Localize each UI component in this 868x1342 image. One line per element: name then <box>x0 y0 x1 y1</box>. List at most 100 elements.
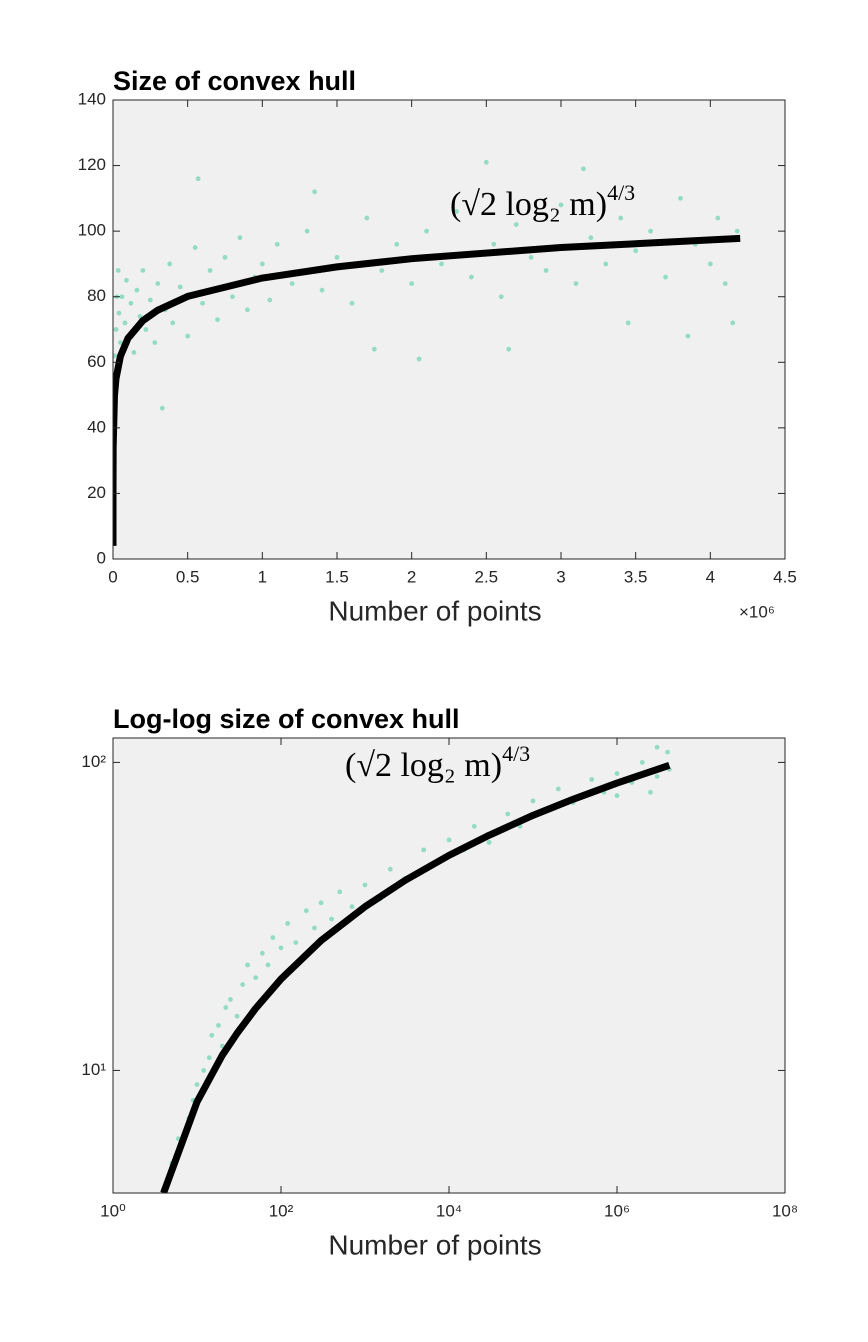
scatter-point <box>416 356 422 362</box>
scatter-point <box>312 189 317 195</box>
scatter-point <box>215 317 220 323</box>
scatter-point <box>223 1005 229 1010</box>
scatter-point <box>319 287 325 293</box>
scatter-point <box>614 771 620 776</box>
scatter-point <box>633 248 639 254</box>
scatter-point <box>555 786 561 792</box>
scatter-point <box>663 274 668 280</box>
scatter-point <box>147 297 153 303</box>
scatter-point <box>228 997 233 1002</box>
scatter-point <box>334 254 340 260</box>
plot-marks <box>113 159 741 546</box>
scatter-point <box>730 320 736 326</box>
scatter-point <box>588 235 594 241</box>
scatter-point <box>625 320 631 326</box>
y-tick-label: 40 <box>87 417 106 436</box>
chart-title: Size of convex hull <box>113 66 356 96</box>
scatter-point <box>648 789 653 795</box>
scatter-point <box>207 268 213 273</box>
scatter-point <box>274 241 280 247</box>
annotation-text: (√2 log₂ m) <box>450 186 607 223</box>
y-tick-label: 0 <box>97 548 106 567</box>
scatter-point <box>486 839 492 845</box>
scatter-point <box>170 320 176 326</box>
scatter-point <box>195 176 201 182</box>
x-tick-label: 2.5 <box>475 567 499 586</box>
scatter-point <box>469 274 474 280</box>
scatter-point <box>128 300 134 306</box>
y-tick-label: 80 <box>87 286 106 305</box>
scatter-point <box>159 405 165 411</box>
scatter-point <box>194 1082 200 1087</box>
x-tick-label: 3.5 <box>624 567 648 586</box>
scatter-point <box>421 847 427 853</box>
y-tick-label: 10¹ <box>81 1060 106 1079</box>
x-tick-label: 4 <box>706 567 715 586</box>
scatter-point <box>115 268 121 273</box>
scatter-point <box>119 294 125 300</box>
x-tick-label: 4.5 <box>773 567 797 586</box>
scatter-point <box>240 982 246 987</box>
scatter-point <box>267 297 273 303</box>
x-axis-label: Number of points <box>328 1229 541 1260</box>
scatter-point <box>237 235 243 241</box>
scatter-point <box>364 215 370 221</box>
x-tick-label: 10⁴ <box>436 1201 462 1220</box>
x-axis-label: Number of points <box>328 595 541 626</box>
y-tick-label: 100 <box>78 221 106 240</box>
annotation-text: (√2 log₂ m) <box>345 747 502 784</box>
scatter-point <box>498 294 504 300</box>
x-tick-label: 3 <box>556 567 565 586</box>
scatter-point <box>289 281 295 286</box>
scatter-point <box>318 900 324 906</box>
scatter-point <box>155 281 161 286</box>
scatter-point <box>409 281 415 286</box>
scatter-point <box>734 228 740 234</box>
scatter-point <box>530 798 536 804</box>
x-tick-label: 0 <box>108 567 117 586</box>
scatter-point <box>424 228 429 234</box>
scatter-point <box>303 908 309 914</box>
scatter-point <box>312 925 317 931</box>
y-tick-label: 120 <box>78 155 106 174</box>
scatter-point <box>167 261 173 267</box>
scatter-point <box>265 962 271 968</box>
scatter-point <box>253 975 259 981</box>
scatter-point <box>134 287 140 293</box>
scatter-point <box>245 962 250 968</box>
scatter-point <box>446 837 452 843</box>
scatter-point <box>230 294 235 300</box>
y-tick-label: 140 <box>78 89 106 108</box>
y-tick-label: 60 <box>87 352 106 371</box>
scatter-point <box>618 215 624 221</box>
scatter-point <box>278 945 284 951</box>
scatter-point <box>513 222 519 227</box>
x-tick-label: 0.5 <box>176 567 200 586</box>
scatter-point <box>259 950 265 956</box>
scatter-point <box>222 254 228 260</box>
scatter-point <box>122 320 128 326</box>
scatter-point <box>206 1055 212 1061</box>
scatter-point <box>394 241 400 247</box>
scatter-point <box>387 866 393 872</box>
scatter-point <box>245 307 250 313</box>
scatter-point <box>528 254 534 260</box>
axes-box <box>112 99 786 560</box>
scatter-point <box>185 333 191 339</box>
scatter-point <box>143 327 149 332</box>
scatter-point <box>454 209 459 214</box>
scatter-point <box>665 749 670 755</box>
scatter-point <box>483 159 489 165</box>
y-tick-label: 20 <box>87 483 106 502</box>
scatter-point <box>118 340 123 346</box>
scatter-point <box>259 261 265 267</box>
curve <box>113 234 741 546</box>
scatter-point <box>678 195 683 201</box>
scatter-point <box>654 774 660 779</box>
scatter-point <box>113 327 119 332</box>
scatter-point <box>349 904 355 910</box>
plot-area <box>113 738 785 1193</box>
x-tick-label: 10⁸ <box>772 1201 798 1220</box>
annotation: (√2 log₂ m)4/3 <box>450 180 635 223</box>
